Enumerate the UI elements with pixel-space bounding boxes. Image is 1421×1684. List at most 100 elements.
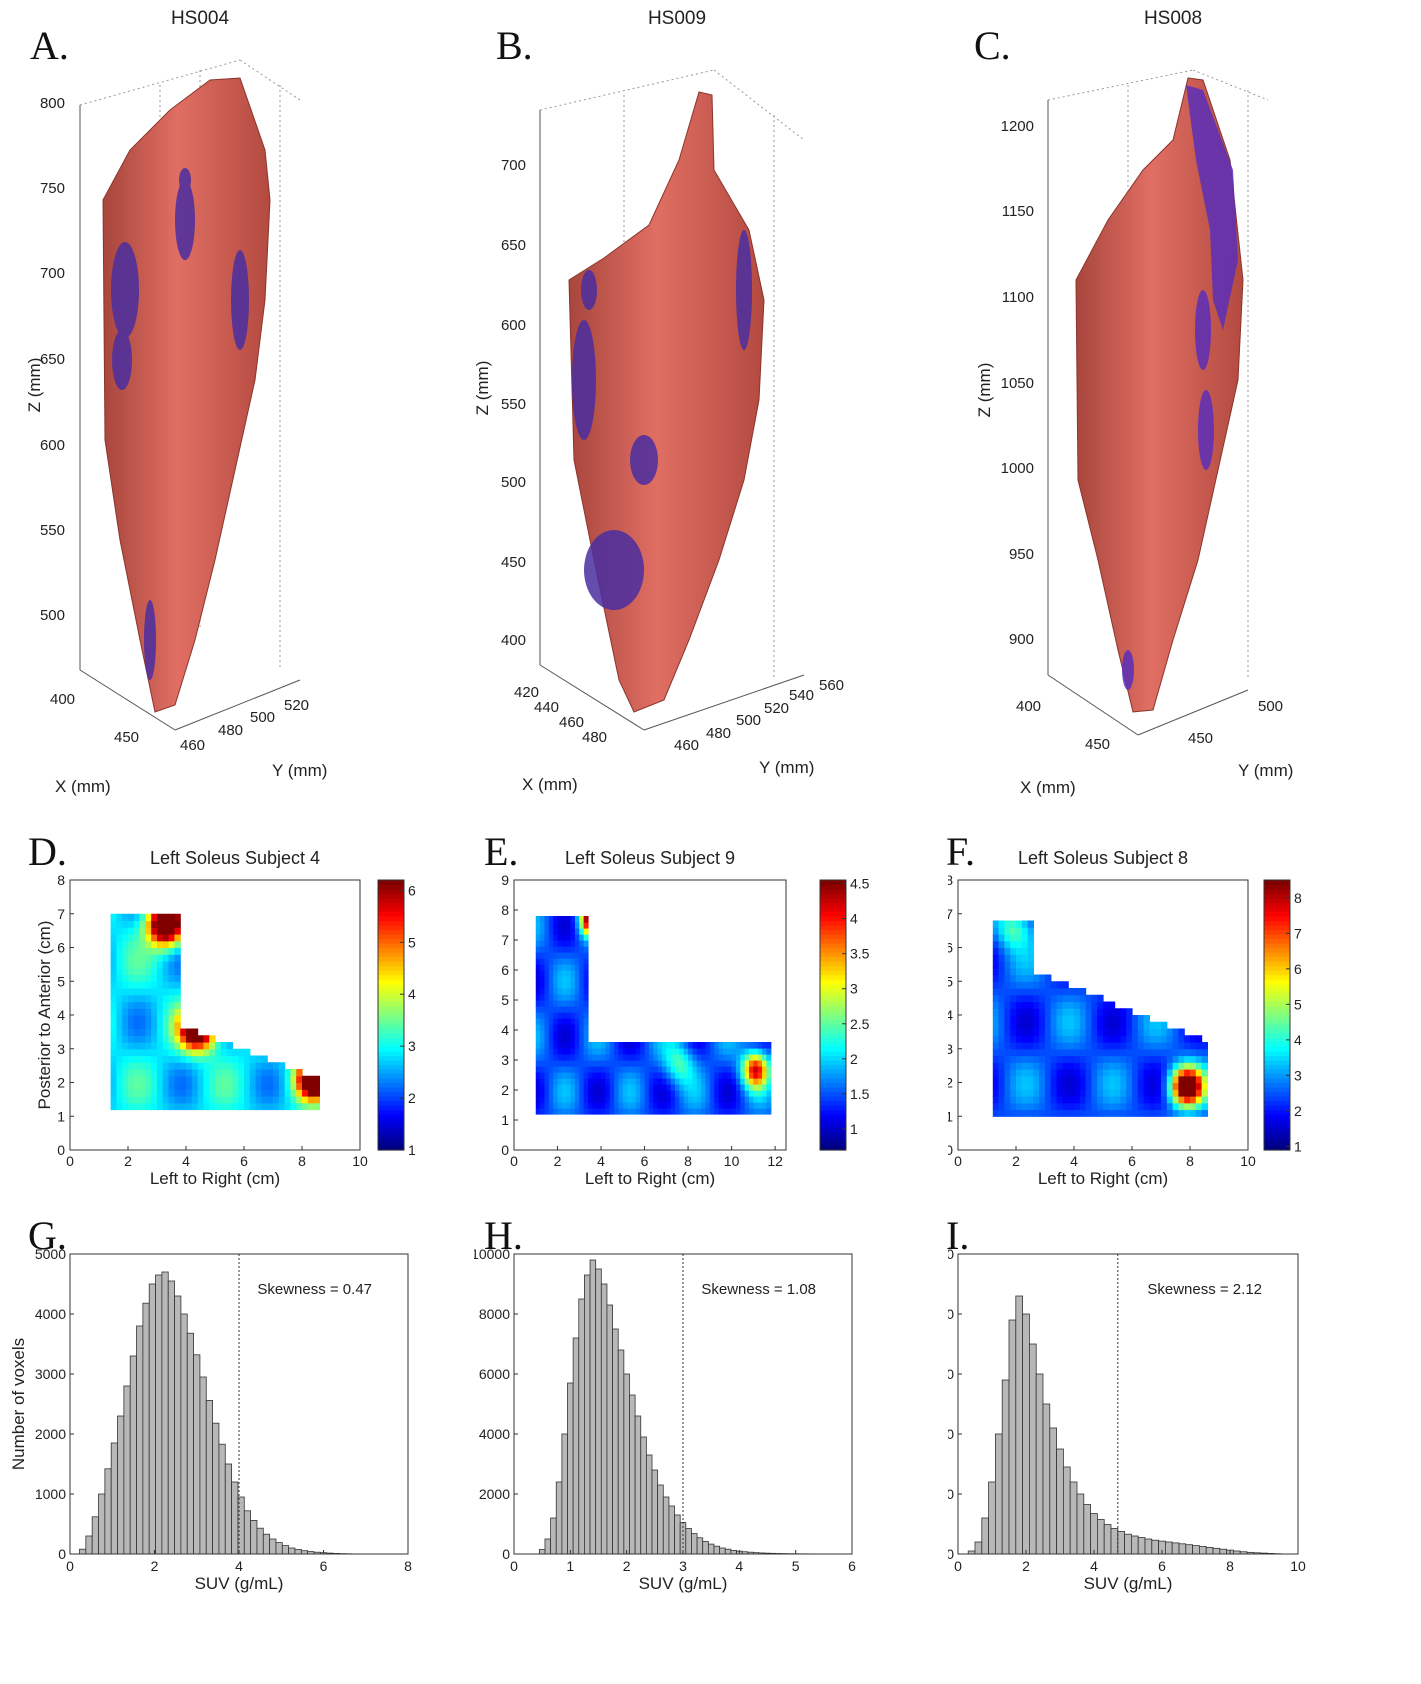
heatmap-cell bbox=[1137, 1021, 1145, 1030]
heatmap-cell bbox=[1062, 1082, 1069, 1090]
heatmap-cell bbox=[174, 1048, 181, 1057]
heatmap-cell bbox=[998, 1109, 1005, 1117]
heatmap-cell bbox=[1114, 1048, 1121, 1057]
heatmap-cell bbox=[727, 1108, 733, 1115]
heatmap-cell bbox=[548, 1090, 554, 1097]
heatmap-cell bbox=[128, 1021, 135, 1030]
heatmap-cell bbox=[1114, 1062, 1121, 1070]
heatmap-cell bbox=[661, 1096, 667, 1103]
colorbar-segment bbox=[1264, 1136, 1290, 1142]
colorbar-segment bbox=[378, 997, 404, 1003]
heatmap-cell bbox=[605, 1096, 611, 1103]
heatmap-cell bbox=[1050, 1035, 1058, 1043]
heatmap-cell bbox=[1045, 1069, 1052, 1077]
heatmap-cell bbox=[579, 952, 585, 959]
heatmap-cell bbox=[579, 1066, 585, 1073]
heatmap-cell bbox=[232, 1082, 239, 1090]
colorbar-segment bbox=[378, 889, 404, 895]
heatmap-cell bbox=[180, 1069, 187, 1077]
heatmap-cell bbox=[284, 1089, 291, 1097]
heatmap-cell bbox=[220, 1082, 228, 1090]
heatmap-cell bbox=[249, 1089, 257, 1097]
heatmap-cell bbox=[566, 952, 572, 959]
heatmap-cell bbox=[128, 1015, 135, 1023]
heatmap-cell bbox=[583, 1012, 589, 1019]
heatmap-cell bbox=[757, 1090, 763, 1097]
heatmap-cell bbox=[116, 934, 123, 942]
heatmap-cell bbox=[215, 1082, 222, 1090]
heatmap-cell bbox=[587, 1090, 593, 1097]
heatmap-cell bbox=[592, 1078, 598, 1085]
heatmap-cell bbox=[557, 1060, 563, 1067]
heatmap-cell bbox=[145, 934, 152, 942]
heatmap-cell bbox=[1016, 988, 1023, 996]
colorbar-segment bbox=[1264, 934, 1290, 940]
colorbar-segment bbox=[378, 898, 404, 904]
heatmap-cell bbox=[544, 940, 550, 947]
heatmap-cell bbox=[1190, 1102, 1197, 1111]
heatmap-cell bbox=[307, 1089, 315, 1097]
heatmap-cell bbox=[735, 1102, 741, 1109]
heatmap-cell bbox=[232, 1089, 239, 1097]
heatmap-cell bbox=[557, 958, 563, 965]
heatmap-cell bbox=[679, 1054, 685, 1061]
heatmap-cell bbox=[1079, 1069, 1087, 1077]
heatmap-cell bbox=[145, 1021, 152, 1030]
histogram-bar bbox=[1198, 1546, 1207, 1555]
heatmap-cell bbox=[1103, 1109, 1110, 1117]
panel-title: HS009 bbox=[647, 8, 707, 29]
heatmap-cell bbox=[587, 1042, 593, 1049]
heatmap-cell bbox=[627, 1090, 633, 1097]
heatmap-cell bbox=[1161, 1102, 1168, 1111]
heatmap-cell bbox=[740, 1084, 746, 1091]
heatmap-cell bbox=[1033, 1062, 1040, 1070]
heatmap-cell bbox=[701, 1048, 707, 1055]
svg-text:550: 550 bbox=[40, 522, 65, 539]
heatmap-cell bbox=[1161, 1096, 1168, 1104]
heatmap-cell bbox=[139, 1008, 146, 1016]
heatmap-cell bbox=[1155, 1069, 1162, 1077]
heatmap-cell bbox=[618, 1090, 624, 1097]
histogram-bar bbox=[1076, 1493, 1085, 1555]
heatmap-cell bbox=[128, 994, 135, 1003]
heatmap-cell bbox=[174, 1021, 181, 1030]
colorbar-segment bbox=[1264, 1087, 1290, 1093]
heatmap-cell bbox=[570, 946, 576, 953]
heatmap-cell bbox=[1045, 1015, 1052, 1023]
heatmap-cell bbox=[544, 1030, 550, 1037]
x-axis-label: SUV (g/mL) bbox=[195, 1574, 284, 1593]
heatmap-cell bbox=[579, 964, 585, 971]
heatmap-cell bbox=[1108, 1001, 1116, 1009]
heatmap-cell bbox=[570, 916, 576, 923]
heatmap-cell bbox=[596, 1060, 602, 1067]
plot-frame bbox=[957, 1253, 1299, 1555]
heatmap-cell bbox=[1056, 1069, 1063, 1077]
heatmap-cell bbox=[540, 1042, 546, 1049]
heatmap-cell bbox=[145, 913, 152, 922]
histogram-bar bbox=[612, 1328, 619, 1555]
heatmap-cell bbox=[226, 1102, 233, 1111]
heatmap-cell bbox=[553, 1048, 559, 1055]
heatmap-cell bbox=[122, 967, 129, 976]
heatmap-cell bbox=[1056, 1048, 1063, 1057]
heatmap-cell bbox=[553, 1060, 559, 1067]
colorbar-segment bbox=[820, 889, 846, 895]
heatmap-cell bbox=[1085, 1096, 1092, 1104]
heatmap-cell bbox=[553, 1066, 559, 1073]
panel-letter: C. bbox=[974, 23, 1011, 68]
heatmap-cell bbox=[157, 1082, 164, 1090]
heatmap-cell bbox=[627, 1048, 633, 1055]
heatmap-cell bbox=[548, 1042, 554, 1049]
heatmap-cell bbox=[1016, 1035, 1023, 1043]
colorbar-segment bbox=[1264, 1118, 1290, 1124]
heatmap-cell bbox=[544, 1096, 550, 1103]
heatmap-cell bbox=[592, 1048, 598, 1055]
y-tick-label: 7 bbox=[57, 906, 65, 922]
colorbar-tick-label: 5 bbox=[1294, 996, 1302, 1012]
heatmap-cell bbox=[561, 1102, 567, 1109]
heatmap-cell bbox=[561, 1090, 567, 1097]
heatmap-cell bbox=[553, 1042, 559, 1049]
heatmap-cell bbox=[249, 1082, 257, 1090]
heatmap-cell bbox=[548, 1078, 554, 1085]
heatmap-cell bbox=[215, 1062, 222, 1070]
